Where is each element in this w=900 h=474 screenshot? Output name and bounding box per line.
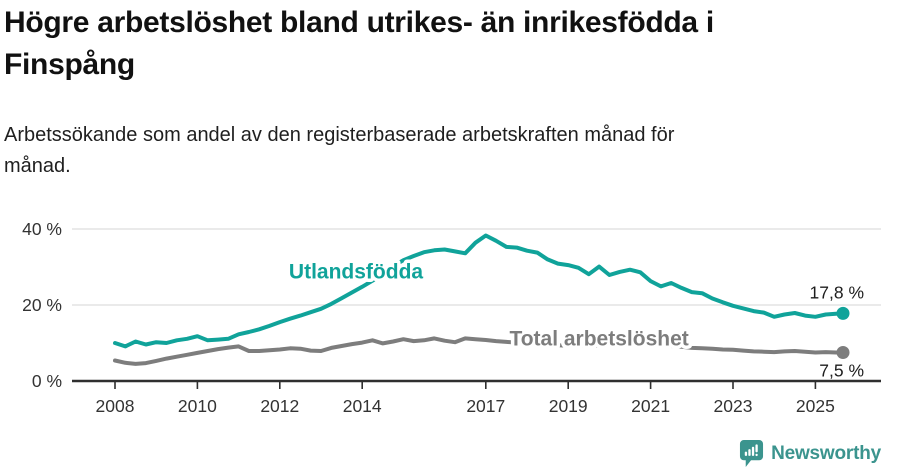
page-subtitle-line-1: Arbetssökande som andel av den registerb…: [4, 124, 675, 146]
y-tick-label: 40 %: [22, 219, 62, 239]
series-label: Total arbetslöshet: [509, 328, 688, 351]
page-subtitle: Arbetssökande som andel av den registerb…: [4, 120, 884, 182]
series-line-utlandsfodda: [113, 233, 845, 349]
logo-bubble-shape: [740, 440, 764, 467]
x-tick-label: 2019: [549, 396, 588, 416]
x-tick-label: 2014: [343, 396, 382, 416]
y-tick-label: 0 %: [32, 371, 62, 391]
x-tick-label: 2025: [796, 396, 835, 416]
logo-exclamation-dot: [755, 453, 758, 457]
series-end-dot-total-arbetsloshet: [836, 346, 850, 359]
y-tick-label: 20 %: [22, 295, 62, 315]
x-tick-label: 2023: [714, 396, 753, 416]
series-line-total-arbetsloshet: [113, 336, 845, 366]
newsworthy-logo-icon: [740, 440, 764, 467]
logo-bar-small: [744, 451, 748, 456]
series-end-label-total-arbetsloshet: 7,5 %: [819, 361, 864, 381]
x-tick-label: 2008: [96, 396, 135, 416]
series-label: Utlandsfödda: [289, 260, 423, 283]
brand-footer: Newsworthy: [739, 439, 881, 468]
x-tick-label: 2017: [466, 396, 505, 416]
page-subtitle-line-2: månad.: [4, 155, 71, 177]
logo-bar-medium: [748, 449, 751, 456]
page-title-line-2: Finspång: [4, 48, 135, 81]
series-end-label-utlandsfodda: 17,8 %: [810, 282, 864, 302]
x-tick-label: 2010: [178, 396, 217, 416]
x-tick-label: 2021: [631, 396, 670, 416]
page-title: Högre arbetslöshet bland utrikes- än inr…: [4, 2, 864, 86]
x-tick-label: 2012: [260, 396, 299, 416]
page-title-line-1: Högre arbetslöshet bland utrikes- än inr…: [4, 6, 714, 39]
logo-exclamation-stem: [755, 444, 758, 453]
series-end-dot-utlandsfodda: [836, 306, 850, 320]
brand-name: Newsworthy: [771, 442, 881, 464]
logo-bar-large: [751, 446, 755, 456]
